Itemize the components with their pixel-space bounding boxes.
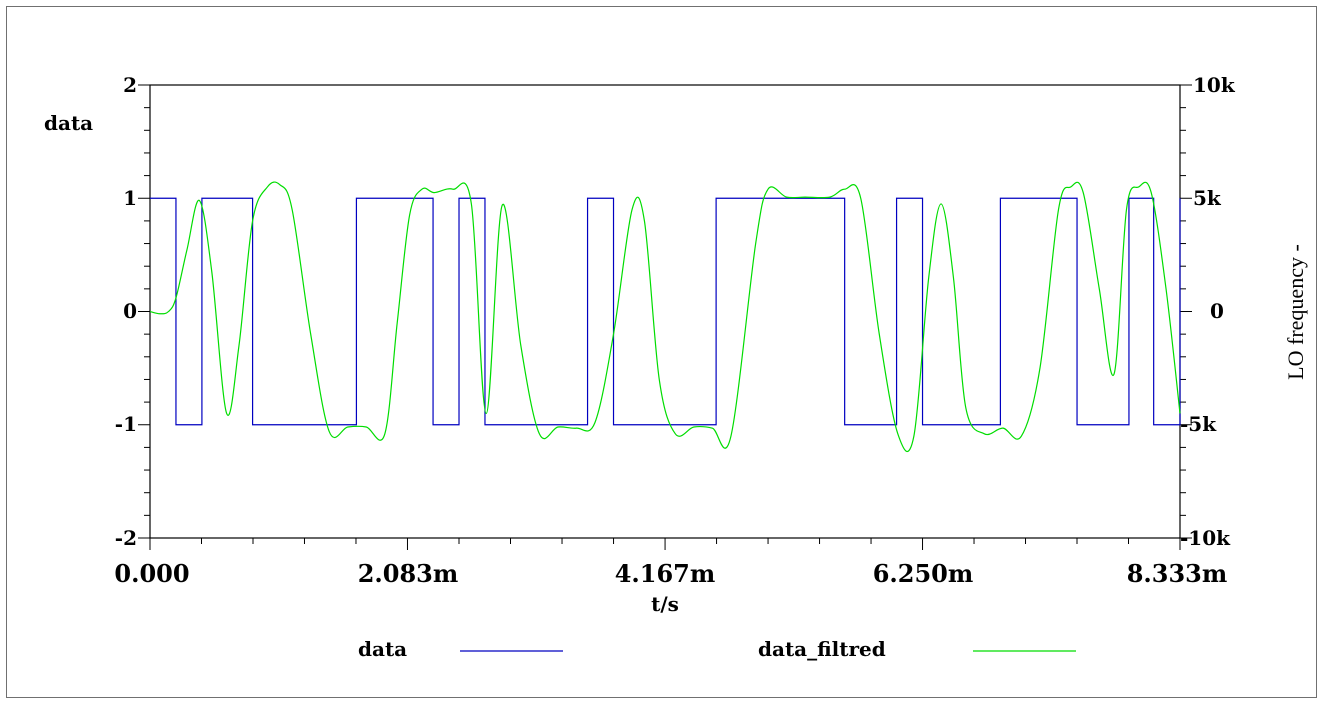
y-left-tick-label: -1 <box>115 412 137 436</box>
y-right-tick-label: -5k <box>1180 412 1217 436</box>
legend: data data_filtred <box>358 637 1076 661</box>
legend-label-data: data <box>358 637 407 661</box>
series-line-data-filtred <box>149 181 1181 452</box>
y-left-axis-title: data <box>44 111 93 135</box>
y-right-tick-label: 0 <box>1210 299 1224 323</box>
x-axis-ticks <box>149 538 1181 550</box>
right-axis-tick-labels: 10k 5k 0 -5k -10k <box>1180 73 1236 550</box>
y-left-tick-label: 1 <box>123 186 137 210</box>
y-right-axis-title: LO frequency - <box>1283 244 1308 380</box>
legend-label-data-filtred: data_filtred <box>758 637 886 661</box>
x-tick-label: 0.000 <box>114 559 189 588</box>
x-tick-label: 4.167m <box>615 559 716 588</box>
x-axis-tick-labels: 0.000 2.083m 4.167m 6.250m 8.333m <box>114 559 1227 588</box>
x-axis-title: t/s <box>651 592 679 616</box>
y-right-tick-label: 10k <box>1193 73 1236 97</box>
plot-area <box>149 84 1181 539</box>
series-layer <box>149 181 1181 452</box>
y-left-tick-label: -2 <box>115 526 137 550</box>
y-left-tick-label: 2 <box>123 73 137 97</box>
chart-frame <box>6 6 1317 698</box>
y-right-tick-label: -10k <box>1180 526 1231 550</box>
left-axis-ticks <box>138 84 150 539</box>
y-right-tick-label: 5k <box>1193 186 1222 210</box>
x-tick-label: 8.333m <box>1127 559 1228 588</box>
right-axis-ticks <box>1180 84 1192 539</box>
y-left-tick-label: 0 <box>123 299 137 323</box>
series-line-data <box>150 197 1181 426</box>
left-axis-tick-labels: 2 1 0 -1 -2 <box>115 73 137 550</box>
x-tick-label: 6.250m <box>873 559 974 588</box>
x-tick-label: 2.083m <box>358 559 459 588</box>
